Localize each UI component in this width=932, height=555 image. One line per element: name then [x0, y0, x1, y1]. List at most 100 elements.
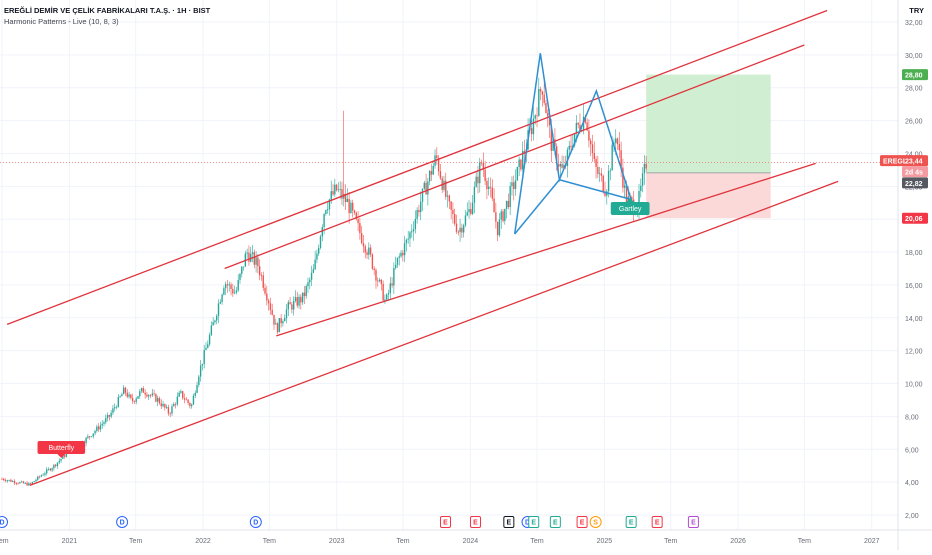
dividend-event-icon[interactable]	[116, 516, 129, 528]
candle-body	[140, 388, 143, 392]
candle-body	[389, 283, 391, 294]
dividend-event-icon[interactable]	[249, 516, 262, 528]
candle-body	[586, 122, 588, 131]
candle-body	[547, 113, 549, 117]
entry-price-badge-bg[interactable]	[902, 177, 928, 189]
candle-body	[378, 279, 381, 282]
indicator-title[interactable]: Harmonic Patterns - Live (10, 8, 3)	[4, 17, 119, 26]
candle-body	[475, 176, 477, 187]
candle-body	[149, 395, 152, 396]
earnings-event-icon[interactable]	[470, 516, 482, 528]
earnings-event-icon[interactable]	[651, 516, 663, 528]
candle-body	[115, 406, 118, 408]
x-tick-label: Tem	[0, 538, 9, 545]
trendline[interactable]	[29, 180, 839, 487]
trendline[interactable]	[6, 9, 828, 325]
earnings-event-icon[interactable]	[439, 516, 451, 528]
trendline[interactable]	[276, 162, 816, 337]
split-event-icon[interactable]	[589, 516, 602, 528]
candle-body	[403, 243, 406, 256]
candle-body	[615, 138, 617, 144]
countdown-badge-bg[interactable]	[902, 166, 928, 178]
candle-body	[239, 273, 241, 280]
current-price-badge: 23,44	[905, 159, 923, 166]
earnings-event-icon[interactable]	[625, 516, 637, 528]
candle-body	[405, 239, 408, 244]
candle-body	[373, 268, 375, 271]
candle-body	[470, 209, 472, 214]
x-tick-label: 2022	[195, 538, 211, 545]
candle-body	[600, 173, 603, 176]
symbol-badge-bg[interactable]	[880, 155, 904, 167]
candle-body	[330, 191, 332, 200]
candle-body	[366, 252, 368, 255]
candle-body	[164, 403, 166, 408]
candle-body	[1, 478, 3, 480]
candle-body	[28, 483, 30, 486]
candle-body	[623, 185, 626, 188]
earnings-event-icon[interactable]	[503, 516, 515, 528]
earnings-event-icon[interactable]	[687, 516, 699, 528]
candle-body	[402, 252, 404, 256]
candle-body	[119, 396, 121, 398]
candle-body	[375, 270, 377, 281]
candle-body	[556, 146, 558, 165]
dividend-event-icon[interactable]	[0, 516, 8, 528]
candle-body	[271, 309, 273, 315]
candle-body	[554, 139, 556, 147]
candle-body	[142, 388, 145, 393]
candle-body	[393, 267, 395, 286]
candle-body	[144, 392, 146, 395]
gartley-label-bg[interactable]	[610, 202, 650, 215]
candle-body	[189, 402, 191, 407]
stop-price-badge-bg[interactable]	[902, 212, 928, 224]
trendline[interactable]	[224, 44, 805, 270]
candle-body	[126, 392, 128, 397]
currency-label[interactable]: TRY	[909, 6, 924, 15]
candle-body	[436, 155, 438, 158]
stop-price-badge: 20,06	[905, 216, 923, 223]
candle-body	[428, 171, 431, 182]
y-tick-label: 4,00	[905, 480, 919, 487]
price-axis: 2,00 4,00 6,00 8,00 10,00 12,00 14,00 16,00 18,0…	[897, 0, 923, 550]
candle-body	[398, 256, 400, 258]
candle-body	[260, 275, 263, 277]
candle-body	[480, 162, 483, 164]
candle-body	[65, 452, 68, 457]
candle-body	[557, 164, 560, 167]
candle-body	[423, 182, 425, 189]
candle-body	[425, 182, 427, 195]
event-letter: S	[593, 520, 598, 527]
candle-body	[609, 170, 612, 172]
candle-body	[355, 212, 357, 220]
target-zone[interactable]	[646, 74, 771, 173]
candle-body	[88, 436, 91, 438]
earnings-event-icon[interactable]	[576, 516, 588, 528]
candle-body	[300, 296, 302, 303]
x-tick-label: Tem	[664, 538, 677, 545]
target-price-badge-bg[interactable]	[902, 69, 928, 81]
candle-body	[522, 150, 524, 170]
candle-body	[131, 397, 134, 402]
candle-body	[362, 242, 365, 247]
earnings-event-icon[interactable]	[549, 516, 561, 528]
butterfly-label-bg[interactable]	[37, 441, 86, 454]
earnings-event-icon[interactable]	[528, 516, 540, 528]
candle-body	[158, 398, 161, 404]
candle-body	[35, 479, 37, 482]
candle-body	[87, 436, 89, 438]
candle-body	[217, 303, 220, 316]
candle-body	[26, 482, 28, 486]
candle-body	[353, 210, 356, 213]
candle-body	[602, 175, 604, 192]
candle-body	[135, 398, 137, 402]
candle-body	[496, 221, 499, 236]
candle-body	[584, 116, 587, 123]
candle-body	[233, 292, 236, 294]
x-tick-label: 2027	[864, 538, 880, 545]
price-badges: 28,80 23,44 2d 4s 22,82 20,06 EREGL	[880, 69, 928, 224]
current-price-badge-bg[interactable]	[902, 155, 928, 167]
candle-body	[230, 284, 232, 289]
